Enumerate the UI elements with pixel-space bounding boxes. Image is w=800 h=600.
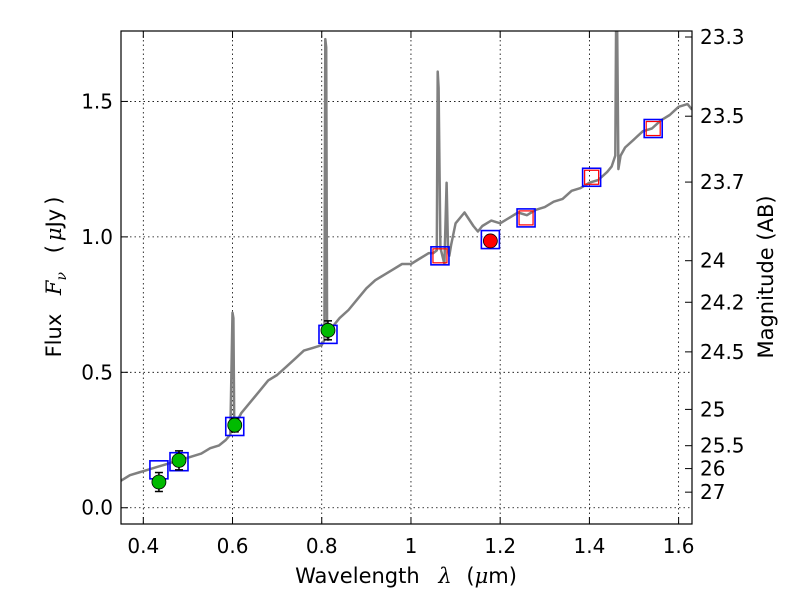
- model-point: [480, 229, 501, 250]
- magnitude-tick-label: 27: [700, 480, 725, 504]
- observed-point: [171, 452, 187, 468]
- model-point-inner: [645, 120, 661, 137]
- magnitude-tick-label: 23.5: [700, 104, 745, 128]
- x-axis-unit: m: [488, 564, 508, 588]
- x-axis-label: Wavelength λ (μm): [295, 564, 517, 588]
- spectrum-series: [121, 31, 692, 482]
- x-tick-label: 0.8: [306, 534, 338, 558]
- x-tick-label: 0.4: [127, 534, 159, 558]
- photometry-markers: [149, 118, 663, 493]
- magnitude-tick-label: 24.2: [700, 290, 745, 314]
- y-axis-unit: Jy: [42, 209, 66, 230]
- magnitude-axis-label: Magnitude (AB): [754, 195, 778, 358]
- y-axis-label: Flux Fν (μJy): [42, 197, 71, 358]
- x-axis-label-symbol: λ: [437, 564, 451, 588]
- magnitude-tick-label: 24.5: [700, 340, 745, 364]
- observed-point: [227, 417, 243, 433]
- y-axis-unit-prefix: μ: [42, 227, 66, 241]
- y-tick-label: 0.0: [81, 496, 113, 520]
- model-point-inner: [584, 169, 600, 185]
- magnitude-tick-label: 23.7: [700, 170, 745, 194]
- y-axis-label-text: Flux: [42, 314, 66, 358]
- y-tick-label: 1.0: [81, 225, 113, 249]
- x-axis-unit-prefix: μ: [475, 564, 489, 588]
- magnitude-tick-label: 25.5: [700, 434, 745, 458]
- plot-frame: [120, 30, 693, 525]
- axis-ticks: 0.4 0.6 0.8 1 1.2 1.4 1.6 0.0 0.5 1.0 1.5 23.3 23.5 2…: [81, 25, 744, 558]
- model-point: [643, 118, 663, 139]
- model-point-inner: [518, 210, 534, 226]
- model-point: [581, 167, 602, 188]
- y-tick-label: 0.5: [81, 360, 113, 384]
- x-tick-label: 0.6: [217, 534, 249, 558]
- observed-point: [320, 322, 336, 338]
- model-point: [224, 416, 245, 437]
- x-tick-label: 1.6: [663, 534, 695, 558]
- y-axis-label-subscript: ν: [54, 271, 70, 280]
- y-axis-label-symbol: F: [42, 279, 66, 296]
- x-tick-label: 1: [405, 534, 418, 558]
- x-tick-label: 1.2: [484, 534, 516, 558]
- magnitude-tick-label: 26: [700, 457, 725, 481]
- spectrum-line: [121, 31, 692, 482]
- magnitude-tick-label: 25: [700, 397, 725, 421]
- observed-point: [482, 233, 498, 249]
- model-point: [430, 246, 450, 266]
- model-point: [516, 208, 536, 228]
- model-point-inner: [432, 248, 448, 264]
- magnitude-tick-label: 23.3: [700, 25, 745, 49]
- magnitude-tick-label: 24: [700, 249, 725, 273]
- observed-point: [151, 474, 167, 490]
- grid: [121, 31, 692, 524]
- y-tick-label: 1.5: [81, 89, 113, 113]
- x-tick-label: 1.4: [573, 534, 605, 558]
- x-axis-label-text: Wavelength: [295, 564, 420, 588]
